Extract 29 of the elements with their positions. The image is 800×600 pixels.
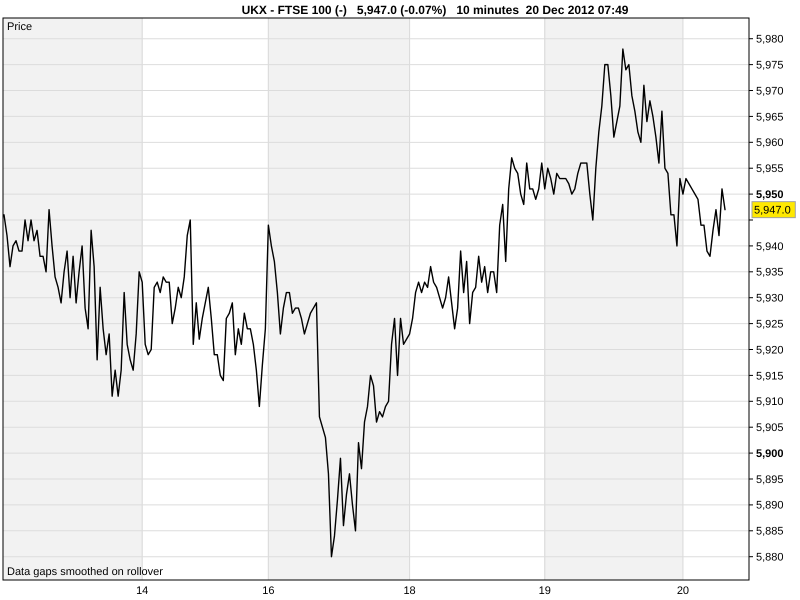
annotation: Data gaps smoothed on rollover bbox=[7, 566, 164, 578]
text: 5,947.0 bbox=[754, 204, 791, 216]
y-tick-label: 5,910 bbox=[756, 396, 784, 408]
chart-title: UKX - FTSE 100 (-) 5,947.0 (-0.07%) 10 minutes 20 Dec 2012 07:49 bbox=[242, 3, 629, 17]
y-tick-label: 5,920 bbox=[756, 344, 784, 356]
x-tick-label: 18 bbox=[403, 585, 416, 597]
y-tick-label: 5,950 bbox=[756, 188, 784, 201]
y-tick-label: 5,940 bbox=[756, 240, 784, 253]
y-tick-label: 5,975 bbox=[756, 59, 784, 72]
y-tick-label: 5,900 bbox=[756, 448, 784, 460]
x-tick-label: 19 bbox=[538, 585, 551, 597]
y-tick-label: 5,965 bbox=[756, 111, 784, 124]
y-tick-label: 5,915 bbox=[756, 370, 784, 382]
y-tick-label: 5,905 bbox=[756, 422, 784, 434]
y-tick-label: 5,935 bbox=[756, 266, 784, 279]
y-tick-label: 5,895 bbox=[756, 474, 784, 486]
y-tick-label: 5,880 bbox=[756, 552, 784, 564]
y-axis-title: Price bbox=[7, 21, 32, 33]
y-tick-label: 5,960 bbox=[756, 137, 784, 150]
y-tick-label: 5,930 bbox=[756, 292, 784, 305]
y-tick-label: 5,980 bbox=[756, 34, 784, 46]
x-tick-label: 16 bbox=[262, 585, 274, 597]
y-tick-label: 5,890 bbox=[756, 500, 784, 512]
y-tick-label: 5,955 bbox=[756, 163, 784, 176]
y-tick-label: 5,970 bbox=[756, 85, 784, 98]
y-tick-label: 5,885 bbox=[756, 526, 784, 538]
x-tick-label: 20 bbox=[676, 585, 690, 597]
x-tick-label: 14 bbox=[136, 585, 148, 597]
y-tick-label: 5,925 bbox=[756, 318, 784, 330]
